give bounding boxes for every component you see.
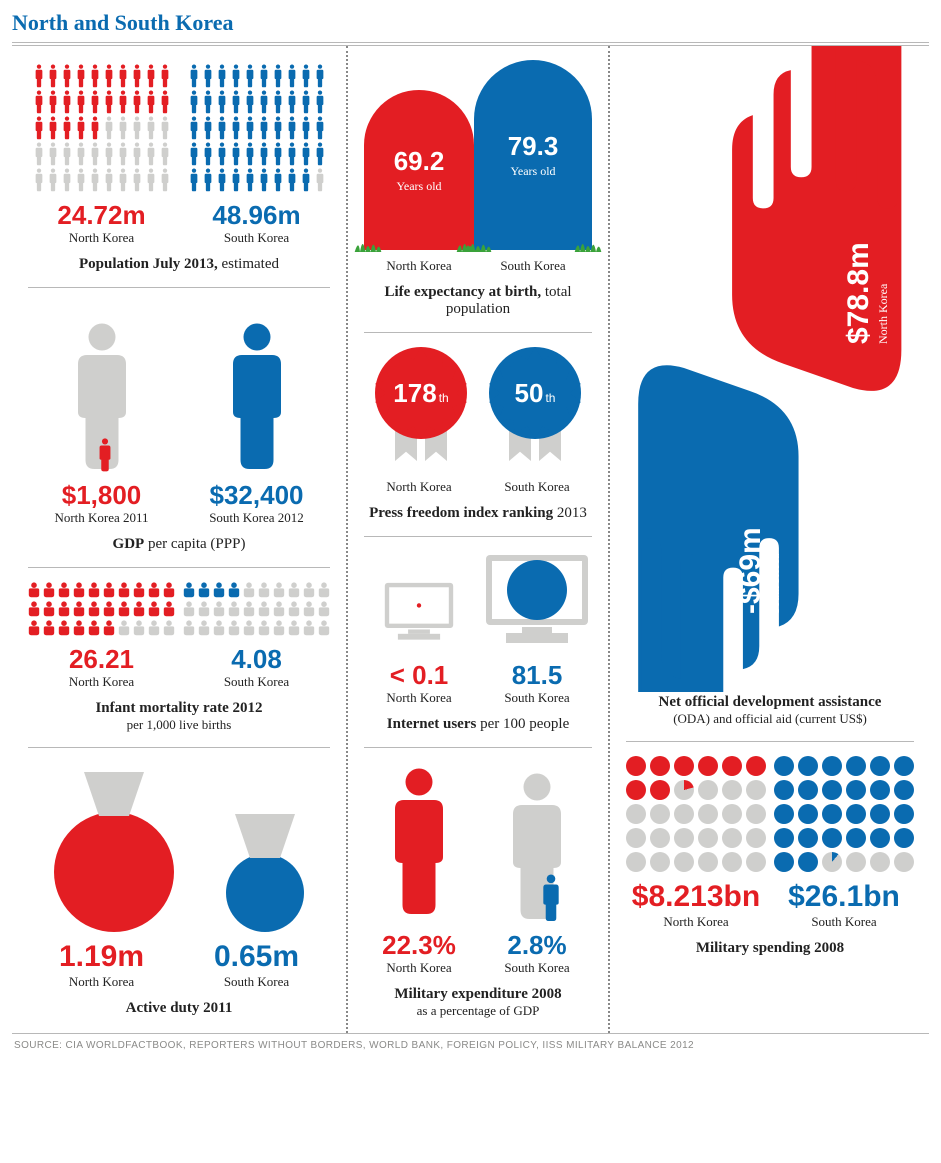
gdp-value-nk: $1,800 <box>28 482 175 508</box>
oda-value-nk: $78.8m <box>842 242 876 344</box>
ribbon-icon <box>84 772 144 816</box>
oda-title: Net official development assistance (ODA… <box>626 694 914 727</box>
section-press: 178th 50th North Korea South Korea <box>364 332 592 522</box>
population-isotype-nk <box>28 64 175 192</box>
medal-sk <box>226 814 304 932</box>
person-icon-red <box>388 767 450 917</box>
label-nk: North Korea <box>28 230 175 246</box>
milpct-value-nk: 22.3% <box>364 932 474 958</box>
gdp-title: GDP per capita (PPP) <box>28 536 330 553</box>
gdp-sub-nk: North Korea 2011 <box>28 510 175 526</box>
internet-value-sk: 81.5 <box>482 662 592 688</box>
person-icon-blue-small <box>541 874 561 922</box>
section-milpct: 22.3% North Korea 2.8% South Korea Milit… <box>364 747 592 1019</box>
milpct-value-sk: 2.8% <box>482 932 592 958</box>
col-3: $78.8m North Korea -$69m South Korea <box>608 46 930 1033</box>
infant-isotype-sk <box>183 582 330 636</box>
label-sk: South Korea <box>183 230 330 246</box>
activeduty-value-sk: 0.65m <box>183 942 330 972</box>
internet-value-nk: < 0.1 <box>364 662 474 688</box>
activeduty-title: Active duty 2011 <box>28 1000 330 1017</box>
grass-icon <box>464 236 492 252</box>
grass-icon <box>574 236 602 252</box>
monitor-icon-nk <box>379 577 459 647</box>
section-milspend: $8.213bn North Korea $26.1bn South Korea… <box>626 741 914 957</box>
col-2: 69.2 Years old North Korea 79.3 Years ol… <box>346 46 608 1033</box>
rosette-icon-nk: 178th <box>371 347 471 477</box>
milspend-value-nk: $8.213bn <box>626 882 766 912</box>
section-activeduty: 1.19m North Korea 0.65m South Korea Acti… <box>28 747 330 1017</box>
columns: 24.72m North Korea 48.96m South Korea Po… <box>12 45 929 1034</box>
page-title: North and South Korea <box>12 10 929 43</box>
disc-icon-blue <box>226 854 304 932</box>
source-line: SOURCE: CIA WORLDFACTBOOK, REPORTERS WIT… <box>12 1034 929 1057</box>
infant-value-sk: 4.08 <box>183 646 330 672</box>
infant-title: Infant mortality rate 2012 per 1,000 liv… <box>28 700 330 733</box>
activeduty-value-nk: 1.19m <box>28 942 175 972</box>
milspend-title: Military spending 2008 <box>626 940 914 957</box>
grass-icon <box>354 236 382 252</box>
infant-value-nk: 26.21 <box>28 646 175 672</box>
section-internet: < 0.1 North Korea 81.5 South Korea Inter… <box>364 536 592 733</box>
section-oda: $78.8m North Korea -$69m South Korea <box>626 64 914 727</box>
infographic-root: North and South Korea 24.72m North Korea… <box>0 0 941 1063</box>
col-1: 24.72m North Korea 48.96m South Korea Po… <box>12 46 346 1033</box>
ribbon-icon <box>235 814 295 858</box>
section-gdp: $1,800 North Korea 2011 $32,400 South Ko… <box>28 287 330 553</box>
person-icon-red-small <box>98 438 112 472</box>
tombstone-icon-nk: 69.2 Years old <box>364 90 474 250</box>
tombstone-icon-sk: 79.3 Years old <box>474 60 592 250</box>
rosette-icon-sk: 50th <box>485 347 585 477</box>
section-infant: 26.21 North Korea 4.08 South Korea Infan… <box>28 567 330 733</box>
internet-title: Internet users per 100 people <box>364 716 592 733</box>
milpct-title: Military expenditure 2008 as a percentag… <box>364 986 592 1019</box>
population-title: Population July 2013, estimated <box>28 256 330 273</box>
population-value-sk: 48.96m <box>183 202 330 228</box>
medal-nk <box>54 772 174 932</box>
person-icon-blue <box>225 322 289 472</box>
milspend-dots-sk <box>774 756 914 872</box>
population-isotype-sk <box>183 64 330 192</box>
milspend-dots-nk <box>626 756 766 872</box>
life-title: Life expectancy at birth, total populati… <box>364 284 592 318</box>
monitor-icon-sk <box>482 551 592 647</box>
milspend-value-sk: $26.1bn <box>774 882 914 912</box>
hand-icon-sk <box>620 332 820 692</box>
press-title: Press freedom index ranking 2013 <box>364 505 592 522</box>
oda-value-sk: -$69m <box>734 527 768 614</box>
section-life: 69.2 Years old North Korea 79.3 Years ol… <box>364 64 592 318</box>
gdp-value-sk: $32,400 <box>183 482 330 508</box>
population-value-nk: 24.72m <box>28 202 175 228</box>
infant-isotype-nk <box>28 582 175 636</box>
section-population: 24.72m North Korea 48.96m South Korea Po… <box>28 64 330 273</box>
disc-icon-red <box>54 812 174 932</box>
gdp-sub-sk: South Korea 2012 <box>183 510 330 526</box>
